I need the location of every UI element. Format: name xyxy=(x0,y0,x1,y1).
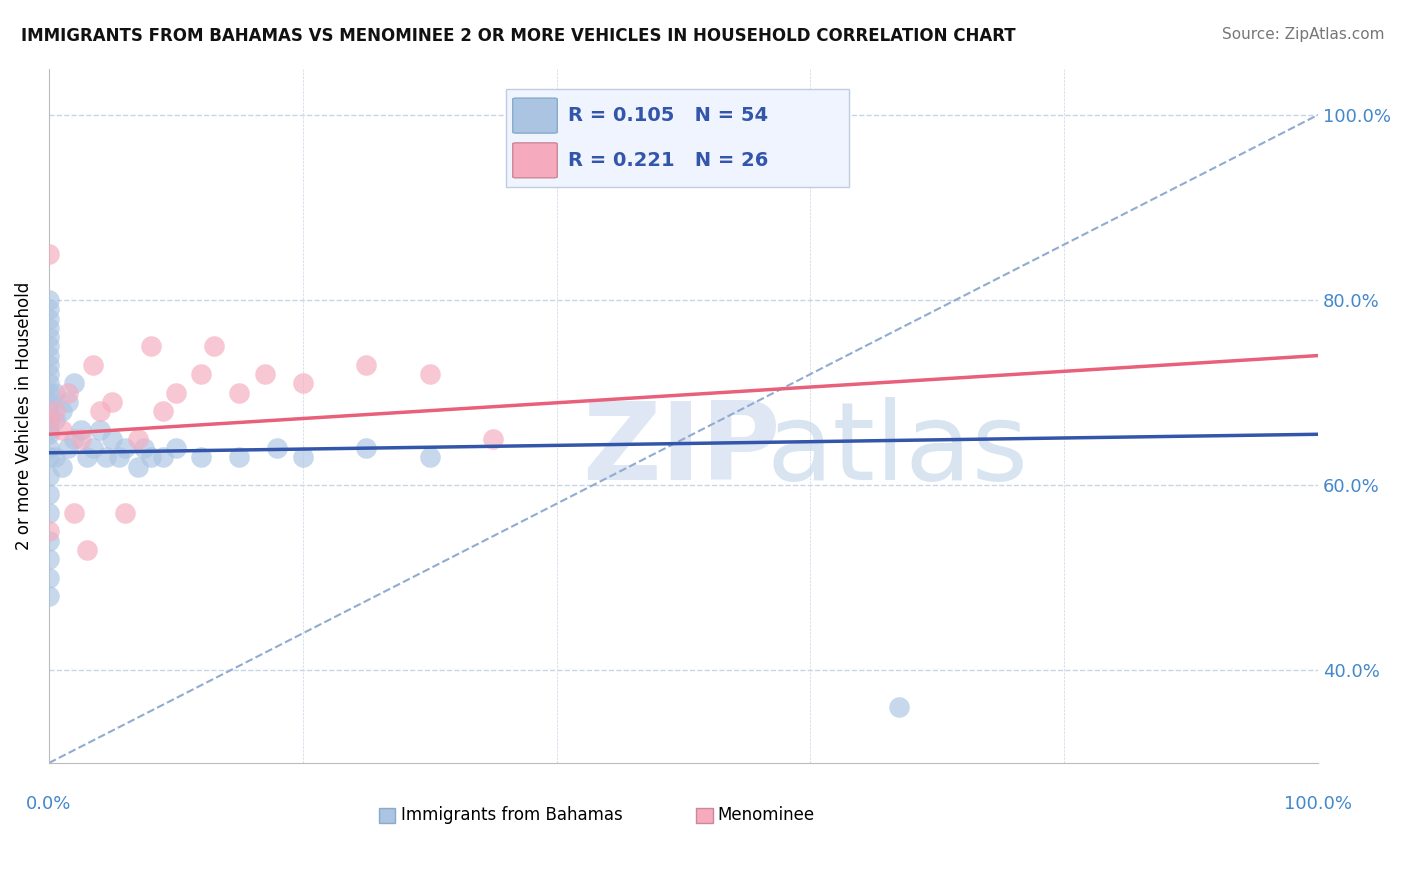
Point xyxy=(134,441,156,455)
Point xyxy=(51,404,73,418)
Point xyxy=(38,330,60,344)
Point xyxy=(114,506,136,520)
Point xyxy=(76,543,98,558)
Point xyxy=(889,700,911,714)
Y-axis label: 2 or more Vehicles in Household: 2 or more Vehicles in Household xyxy=(15,282,32,549)
Point xyxy=(89,423,111,437)
Point xyxy=(38,395,60,409)
Point xyxy=(38,487,60,501)
Text: IMMIGRANTS FROM BAHAMAS VS MENOMINEE 2 OR MORE VEHICLES IN HOUSEHOLD CORRELATION: IMMIGRANTS FROM BAHAMAS VS MENOMINEE 2 O… xyxy=(21,27,1015,45)
Point xyxy=(165,441,187,455)
Point xyxy=(56,385,79,400)
Text: Immigrants from Bahamas: Immigrants from Bahamas xyxy=(401,806,623,824)
Text: ZIP: ZIP xyxy=(582,398,780,503)
Point xyxy=(152,450,174,465)
Point xyxy=(44,413,66,427)
Point xyxy=(127,432,149,446)
FancyBboxPatch shape xyxy=(696,808,713,823)
Point xyxy=(419,450,441,465)
Point xyxy=(482,432,505,446)
Point xyxy=(228,450,250,465)
Point xyxy=(38,571,60,585)
Point xyxy=(101,432,124,446)
Point xyxy=(63,376,86,391)
Point xyxy=(356,358,378,372)
Text: Source: ZipAtlas.com: Source: ZipAtlas.com xyxy=(1222,27,1385,42)
Point xyxy=(291,450,314,465)
Point xyxy=(82,358,104,372)
Point xyxy=(202,339,225,353)
Point xyxy=(38,349,60,363)
Point xyxy=(228,385,250,400)
Point xyxy=(38,427,60,442)
Point xyxy=(152,404,174,418)
Point xyxy=(107,450,129,465)
FancyBboxPatch shape xyxy=(380,808,395,823)
Point xyxy=(38,376,60,391)
Point xyxy=(190,367,212,381)
Point xyxy=(63,432,86,446)
Point xyxy=(56,395,79,409)
Text: atlas: atlas xyxy=(766,398,1028,503)
Point xyxy=(44,385,66,400)
Point xyxy=(38,302,60,317)
Point xyxy=(38,246,60,260)
Point xyxy=(38,339,60,353)
Point xyxy=(190,450,212,465)
Point xyxy=(139,450,162,465)
Point xyxy=(63,506,86,520)
Text: 100.0%: 100.0% xyxy=(1284,796,1353,814)
Point xyxy=(38,413,60,427)
Text: Menominee: Menominee xyxy=(718,806,815,824)
Point xyxy=(38,589,60,603)
Point xyxy=(69,432,91,446)
Point xyxy=(38,450,60,465)
Point xyxy=(38,311,60,326)
Point xyxy=(38,524,60,539)
Point xyxy=(38,441,60,455)
Point xyxy=(94,450,117,465)
Point xyxy=(51,423,73,437)
Point xyxy=(38,367,60,381)
Point xyxy=(44,404,66,418)
Point xyxy=(38,413,60,427)
Point xyxy=(76,450,98,465)
Point xyxy=(56,441,79,455)
Point xyxy=(82,441,104,455)
Point xyxy=(419,367,441,381)
Point xyxy=(291,376,314,391)
Point xyxy=(38,423,60,437)
Point xyxy=(38,293,60,307)
Point xyxy=(127,459,149,474)
Point xyxy=(44,450,66,465)
Point xyxy=(101,395,124,409)
Point xyxy=(38,552,60,566)
Point xyxy=(356,441,378,455)
Point xyxy=(38,385,60,400)
Point xyxy=(89,404,111,418)
Point xyxy=(38,533,60,548)
Point xyxy=(38,320,60,334)
Point xyxy=(114,441,136,455)
Point xyxy=(51,459,73,474)
Point xyxy=(165,385,187,400)
Point xyxy=(253,367,276,381)
Point xyxy=(266,441,288,455)
Point xyxy=(69,423,91,437)
Text: 0.0%: 0.0% xyxy=(27,796,72,814)
Point xyxy=(38,358,60,372)
Point xyxy=(38,506,60,520)
Point xyxy=(38,404,60,418)
Point xyxy=(38,469,60,483)
Point xyxy=(139,339,162,353)
